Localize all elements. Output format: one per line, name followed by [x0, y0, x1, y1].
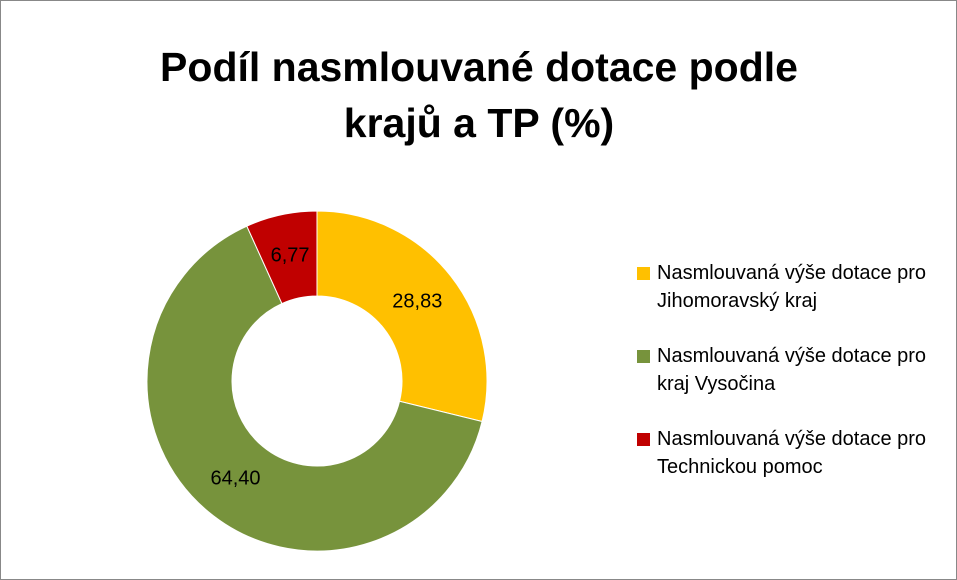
- legend-entry: Nasmlouvaná výše dotace pro kraj Vysočin…: [637, 342, 937, 398]
- legend-entry: Nasmlouvaná výše dotace pro Technickou p…: [637, 425, 937, 481]
- data-label: 6,77: [271, 245, 310, 267]
- data-label: 64,40: [211, 467, 261, 489]
- donut-slice: [316, 210, 488, 423]
- legend-label: Nasmlouvaná výše dotace pro kraj Vysočin…: [657, 345, 927, 395]
- legend-entry: Nasmlouvaná výše dotace pro Jihomoravský…: [637, 259, 937, 315]
- legend-swatch: [637, 350, 650, 363]
- donut-slice: [246, 210, 318, 305]
- legend-swatch: [637, 267, 650, 280]
- donut-slice: [146, 225, 483, 552]
- chart-title: Podíl nasmlouvané dotace podle krajů a T…: [160, 44, 798, 146]
- data-label: 28,83: [392, 291, 442, 313]
- legend-label: Nasmlouvaná výše dotace pro Jihomoravský…: [657, 262, 927, 312]
- legend-label: Nasmlouvaná výše dotace pro Technickou p…: [657, 428, 927, 478]
- legend-swatch: [637, 433, 650, 446]
